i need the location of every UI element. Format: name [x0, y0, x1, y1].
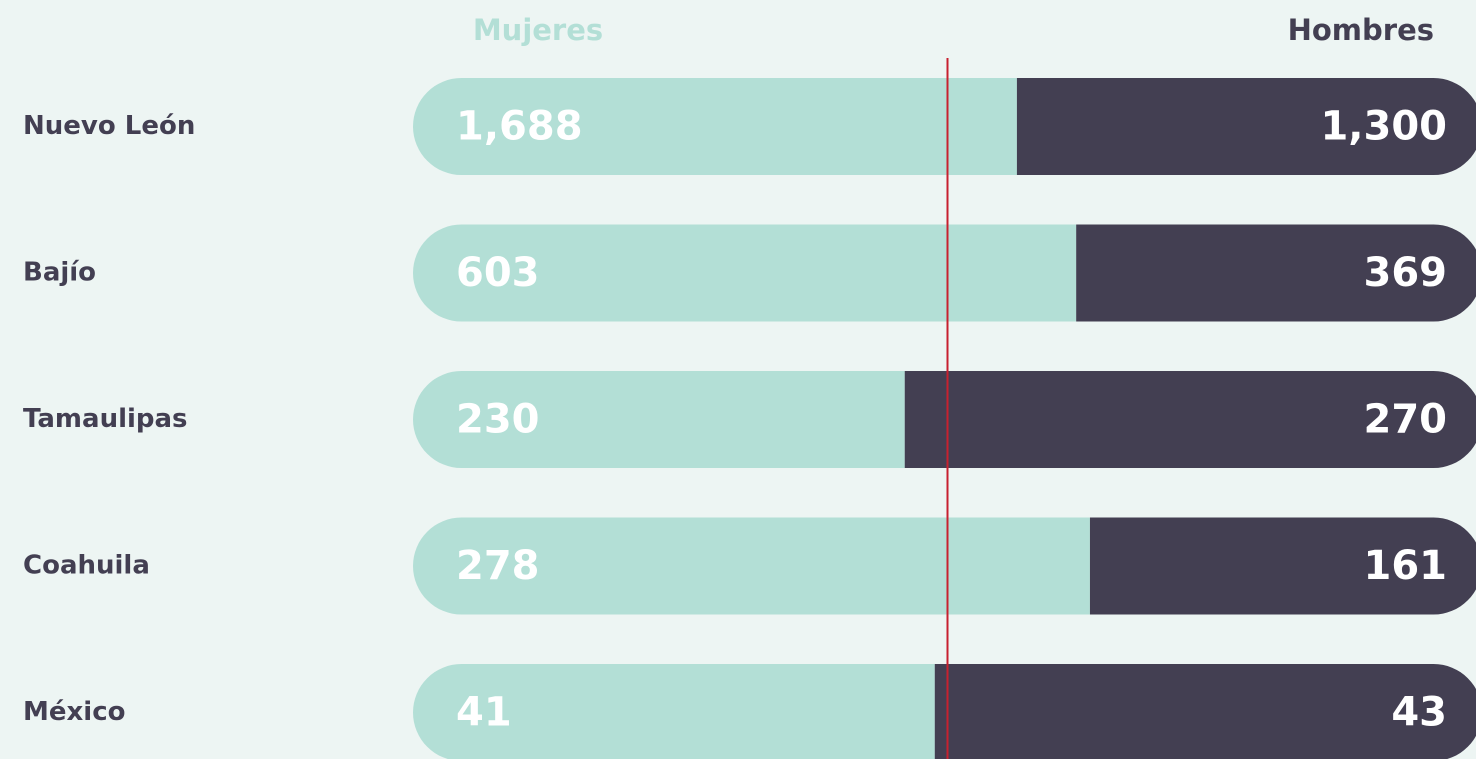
value-label: 43	[1391, 690, 1447, 736]
category-label: México	[23, 697, 125, 727]
legend-entry: Mujeres	[473, 13, 603, 47]
bar-segment	[413, 78, 1017, 175]
value-label: 369	[1364, 250, 1448, 296]
bar-row	[413, 664, 1476, 759]
value-label: 230	[456, 397, 540, 443]
value-label: 603	[456, 250, 540, 296]
category-label: Coahuila	[23, 551, 150, 581]
value-label: 41	[456, 690, 512, 736]
bar-segment	[904, 371, 1476, 468]
legend-entry: Hombres	[1288, 13, 1434, 47]
value-label: 161	[1364, 543, 1448, 589]
value-label: 278	[456, 543, 540, 589]
bar-segment	[413, 517, 1090, 615]
value-label: 1,300	[1320, 104, 1447, 150]
bar-segment	[413, 224, 1077, 322]
category-label: Bajío	[23, 258, 96, 288]
bar-row	[413, 371, 1476, 468]
bar-row	[413, 517, 1476, 615]
category-label: Nuevo León	[23, 111, 195, 141]
bar-segment	[1089, 517, 1476, 615]
value-label: 1,688	[456, 104, 583, 150]
bar-segment	[1076, 224, 1476, 322]
bar-segment	[1016, 78, 1476, 175]
bar-row	[413, 78, 1476, 175]
bar-segment	[413, 664, 935, 759]
value-label: 270	[1364, 397, 1448, 443]
bar-segment	[934, 664, 1476, 759]
bar-row	[413, 224, 1476, 322]
bar-segment	[413, 371, 905, 468]
category-label: Tamaulipas	[23, 404, 188, 434]
